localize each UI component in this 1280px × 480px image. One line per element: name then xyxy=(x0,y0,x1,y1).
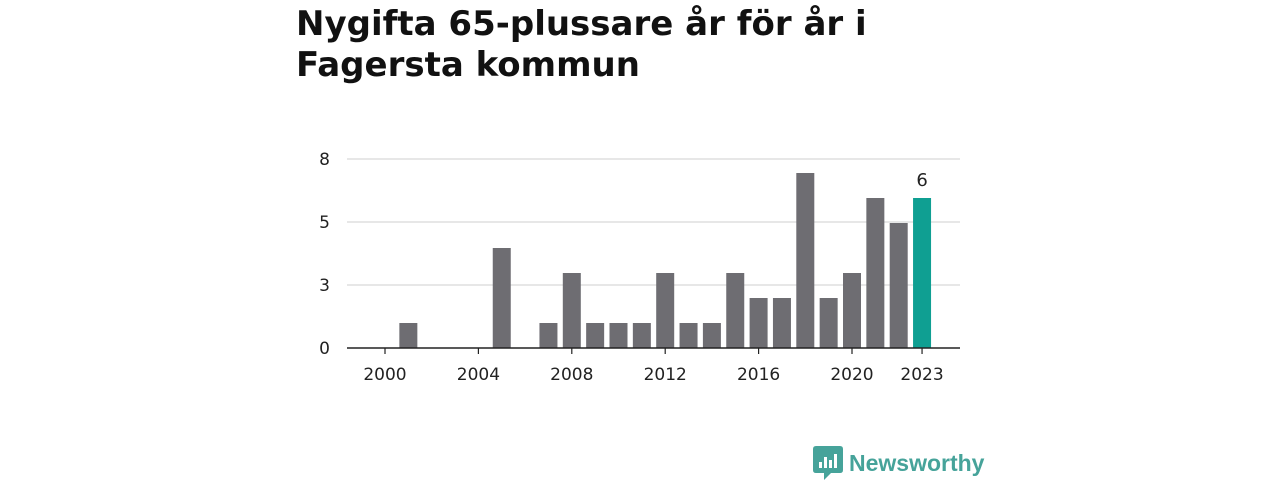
newsworthy-logo-icon xyxy=(813,446,843,480)
y-tick-label: 3 xyxy=(319,276,330,296)
bar xyxy=(679,323,698,348)
bar xyxy=(702,323,721,348)
x-tick-label: 2012 xyxy=(644,365,687,385)
bar xyxy=(399,323,418,348)
brand-name: Newsworthy xyxy=(849,449,985,476)
axes: 0 3 5 8 6 2000 2004 2008 2012 2016 2020 2023 xyxy=(319,150,960,385)
chart-title: Nygifta 65-plussare år för år i Fagersta… xyxy=(296,4,867,85)
bar xyxy=(632,323,651,348)
bar xyxy=(492,248,511,348)
bar xyxy=(726,273,745,348)
bar xyxy=(656,273,675,348)
data-label: 6 xyxy=(916,170,927,191)
bar xyxy=(889,223,908,348)
y-tick-label: 8 xyxy=(319,150,330,170)
bar xyxy=(749,298,768,348)
x-tick-label: 2016 xyxy=(737,365,780,385)
bar-highlight xyxy=(913,198,932,348)
bar xyxy=(609,323,628,348)
x-tick-label: 2020 xyxy=(830,365,873,385)
x-tick-label: 2004 xyxy=(457,365,500,385)
bar xyxy=(586,323,605,348)
bar xyxy=(819,298,838,348)
newsworthy-logo: Newsworthy xyxy=(813,446,984,480)
x-tick-label: 2008 xyxy=(550,365,593,385)
x-tick-label: 2000 xyxy=(363,365,406,385)
bar xyxy=(539,323,558,348)
bar xyxy=(866,198,885,348)
bar xyxy=(843,273,861,348)
bar-chart: 0 3 5 8 6 2000 2004 2008 2012 2016 2020 2023 xyxy=(319,150,960,385)
y-tick-label: 0 xyxy=(319,339,330,359)
bar xyxy=(772,298,791,348)
bar xyxy=(796,173,815,348)
bar xyxy=(562,273,581,348)
bars xyxy=(399,173,932,348)
y-tick-label: 5 xyxy=(319,213,330,233)
x-tick-label: 2023 xyxy=(900,365,943,385)
